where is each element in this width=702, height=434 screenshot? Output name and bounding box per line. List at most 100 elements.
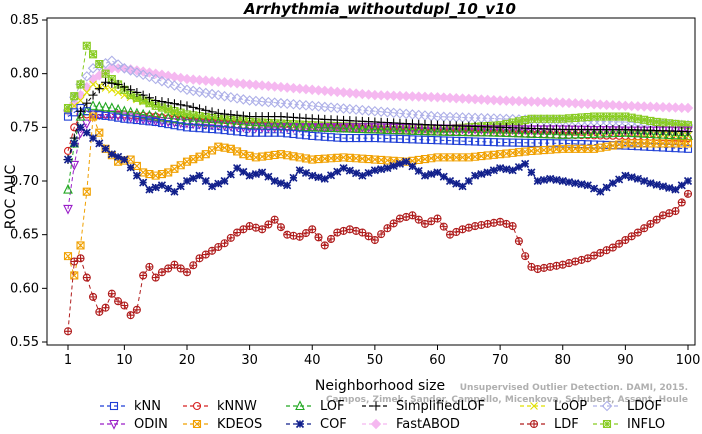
- legend-item-lof: LOF: [286, 399, 345, 414]
- data-point-ldf: [182, 268, 192, 277]
- data-point-ldf: [276, 223, 285, 232]
- data-point-ldof: [119, 63, 130, 74]
- data-point-cof: [583, 181, 592, 190]
- data-point-cof: [182, 176, 192, 186]
- data-point-cof: [564, 178, 574, 187]
- data-point-lof: [188, 115, 199, 126]
- data-point-ldof: [150, 73, 161, 85]
- data-point-knn: [521, 138, 530, 147]
- watermark-line-2: Campos, Zimek, Sander, Campello, Micenko…: [326, 395, 688, 405]
- legend-label-fastabod: FastABOD: [396, 417, 460, 432]
- data-point-kdeos: [63, 252, 73, 261]
- data-point-knn: [508, 138, 517, 147]
- series-simplifiedlof: [63, 77, 693, 165]
- data-point-ldf: [408, 211, 417, 220]
- data-point-simplifiedlof: [683, 127, 693, 137]
- data-point-ldof: [213, 89, 224, 101]
- data-point-knn: [207, 125, 217, 134]
- data-point-cof: [452, 179, 461, 188]
- data-point-lof: [526, 128, 537, 138]
- data-point-lof: [633, 127, 643, 138]
- data-point-lof: [357, 123, 368, 134]
- data-point-kdeos: [82, 187, 91, 196]
- data-point-knn: [226, 126, 235, 135]
- data-point-lof: [307, 121, 318, 132]
- data-point-fastabod: [338, 87, 349, 98]
- data-point-simplifiedlof: [113, 79, 123, 89]
- data-point-ldof: [106, 55, 118, 67]
- data-point-ldof: [338, 103, 349, 114]
- data-point-lof: [75, 110, 86, 121]
- data-point-lof: [294, 121, 305, 131]
- data-point-lof: [326, 122, 336, 133]
- legend-item-ldf: LDF: [520, 417, 579, 432]
- data-point-inflo: [70, 92, 79, 101]
- legend-item-simplifiedlof: SimplifiedLOF: [362, 399, 485, 414]
- data-point-ldf: [633, 228, 642, 237]
- data-point-lof: [551, 128, 562, 139]
- data-point-ldf: [627, 232, 636, 241]
- data-point-ldof: [256, 96, 268, 107]
- data-point-lof: [351, 123, 361, 133]
- data-point-odin: [119, 112, 130, 123]
- data-point-ldof: [200, 87, 212, 99]
- data-point-lof: [463, 126, 474, 137]
- data-point-fastabod: [263, 80, 274, 92]
- data-point-inflo: [63, 103, 73, 113]
- data-point-knn: [101, 111, 110, 120]
- legend-item-inflo: INFLO: [593, 417, 665, 432]
- data-point-knn: [514, 138, 523, 147]
- data-point-cof: [364, 168, 373, 178]
- data-point-ldof: [219, 90, 230, 102]
- data-point-ldf: [677, 198, 686, 207]
- data-point-simplifiedlof: [107, 78, 117, 88]
- legend-item-loop: LoOP: [520, 399, 587, 414]
- data-point-ldf: [439, 222, 448, 231]
- legend-label-knn: kNN: [134, 399, 161, 414]
- data-point-fastabod: [344, 87, 356, 99]
- data-point-ldof: [125, 65, 136, 76]
- data-point-lof: [157, 111, 167, 122]
- data-point-knn: [151, 117, 160, 127]
- data-point-loop: [89, 80, 97, 89]
- data-point-ldf: [214, 242, 223, 252]
- data-point-ldof: [275, 97, 287, 109]
- data-point-lof: [676, 129, 687, 140]
- data-point-knn: [352, 134, 361, 143]
- data-point-lof: [514, 127, 524, 138]
- data-point-knn: [671, 144, 680, 153]
- plot-series: [62, 41, 694, 336]
- data-point-ldf: [126, 311, 135, 320]
- legend-item-knnw: kNNW: [183, 399, 257, 414]
- data-point-cof: [571, 179, 580, 188]
- data-point-knn: [139, 116, 148, 125]
- data-point-lof: [626, 127, 637, 138]
- data-point-ldf: [95, 307, 104, 317]
- series-line-ldf: [67, 193, 689, 332]
- data-point-lof: [395, 124, 405, 135]
- data-point-cof: [652, 180, 661, 189]
- chart-title: Arrhythmia_withoutdupl_10_v10: [243, 0, 516, 18]
- data-point-lof: [407, 125, 418, 135]
- data-point-knn: [477, 137, 486, 146]
- legend-marker-kdeos: [192, 419, 202, 429]
- data-point-ldof: [294, 99, 305, 111]
- legend-item-fastabod: FastABOD: [362, 417, 460, 432]
- data-point-lof: [564, 128, 574, 139]
- data-point-cof: [170, 187, 179, 196]
- data-point-knn: [527, 138, 536, 147]
- data-point-cof: [395, 159, 404, 168]
- legend-label-lof: LOF: [320, 399, 345, 414]
- legend-marker-cof: [295, 419, 305, 429]
- data-point-lof: [94, 100, 105, 111]
- data-point-lof: [88, 100, 98, 110]
- data-point-inflo: [145, 99, 154, 108]
- x-tick-label: 1: [64, 353, 72, 368]
- data-point-cof: [589, 184, 599, 193]
- legend-label-simplifiedlof: SimplifiedLOF: [396, 399, 485, 414]
- data-point-odin: [81, 119, 92, 130]
- data-point-cof: [226, 170, 235, 179]
- data-point-ldf: [120, 301, 129, 310]
- data-point-cof: [301, 168, 311, 178]
- data-point-knn: [433, 136, 442, 145]
